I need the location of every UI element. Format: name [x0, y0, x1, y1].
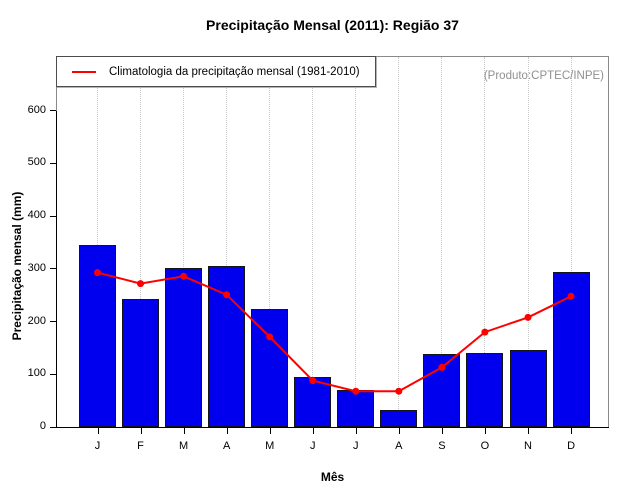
bar-N-11 — [509, 350, 547, 427]
y-axis-line — [56, 110, 57, 428]
y-tick-200 — [50, 321, 56, 323]
bar-O-10 — [466, 353, 504, 427]
y-tick-0 — [50, 426, 56, 428]
y-tick-label-0: 0 — [39, 420, 46, 432]
climatology-line-layer — [94, 269, 575, 395]
bar-A-8 — [380, 410, 418, 427]
y-tick-400 — [50, 215, 56, 217]
gridline — [183, 57, 185, 427]
x-tick-5 — [269, 428, 271, 434]
x-tick-1 — [97, 428, 99, 434]
y-tick-500 — [50, 162, 56, 164]
gridline — [441, 57, 443, 427]
legend-label: Climatologia da precipitação mensal (198… — [109, 65, 360, 78]
y-tick-label-200: 200 — [27, 314, 46, 327]
gridline — [312, 57, 314, 427]
x-tick-label-J-1: J — [94, 440, 101, 452]
x-tick-label-D-12: D — [567, 440, 576, 452]
climatology-polyline — [97, 271, 572, 393]
gridline — [226, 57, 228, 427]
x-tick-10 — [484, 428, 486, 434]
x-tick-label-J-6: J — [310, 440, 316, 452]
climatology-point-5 — [266, 333, 274, 341]
x-tick-11 — [528, 428, 529, 434]
x-axis-line — [56, 427, 609, 428]
x-tick-12 — [571, 428, 573, 434]
x-tick-6 — [312, 428, 314, 434]
x-tick-label-A-4: A — [222, 440, 231, 452]
gridline — [97, 57, 98, 427]
x-tick-4 — [226, 428, 228, 434]
gridline — [570, 57, 572, 427]
x-tick-8 — [398, 428, 400, 434]
y-tick-label-400: 400 — [27, 209, 46, 222]
x-tick-label-O-10: O — [480, 440, 490, 452]
chart-title: Precipitação Mensal (2011): Região 37 — [206, 17, 459, 33]
x-tick-label-M-5: M — [265, 440, 275, 452]
climatology-point-12 — [567, 292, 575, 300]
source-annotation: (Produto:CPTEC/INPE) — [483, 70, 604, 82]
y-tick-300 — [50, 268, 56, 270]
bar-M-5 — [251, 309, 289, 427]
climatology-point-6 — [309, 377, 317, 385]
gridline — [269, 57, 271, 427]
x-tick-label-A-8: A — [395, 440, 403, 452]
climatology-point-4 — [223, 291, 231, 299]
climatology-point-7 — [352, 387, 360, 395]
y-tick-100 — [50, 373, 56, 375]
bar-J-7 — [337, 390, 375, 427]
y-tick-label-300: 300 — [27, 261, 46, 274]
gridline — [484, 57, 486, 427]
climatology-point-9 — [438, 363, 446, 371]
x-tick-label-N-11: N — [524, 440, 532, 452]
climatology-point-3 — [180, 272, 188, 280]
gridline — [527, 57, 529, 427]
x-tick-2 — [140, 428, 142, 434]
climatology-point-1 — [94, 269, 101, 277]
y-tick-label-600: 600 — [27, 103, 46, 116]
legend-line-swatch — [72, 70, 96, 73]
y-tick-600 — [50, 110, 56, 112]
x-axis-title: Mês — [320, 470, 345, 484]
x-tick-label-M-3: M — [179, 440, 189, 452]
x-tick-3 — [183, 428, 185, 434]
y-tick-label-500: 500 — [27, 156, 46, 169]
bar-M-3 — [165, 268, 203, 427]
climatology-point-2 — [137, 280, 144, 288]
gridline — [355, 57, 357, 427]
x-tick-label-J-7: J — [353, 440, 359, 452]
gridline — [398, 57, 400, 427]
legend: Climatologia da precipitação mensal (198… — [56, 56, 376, 87]
climatology-point-8 — [395, 387, 403, 395]
plot-area: Climatologia da precipitação mensal (198… — [56, 56, 609, 428]
bar-F-2 — [122, 299, 160, 427]
bar-S-9 — [423, 354, 461, 427]
x-tick-9 — [441, 428, 443, 434]
x-tick-label-F-2: F — [137, 440, 144, 452]
x-tick-label-S-9: S — [438, 440, 446, 452]
climatology-point-11 — [524, 313, 532, 321]
gridline — [140, 57, 142, 427]
x-tick-7 — [355, 428, 357, 434]
y-tick-label-100: 100 — [27, 367, 46, 380]
climatology-point-10 — [481, 328, 489, 336]
